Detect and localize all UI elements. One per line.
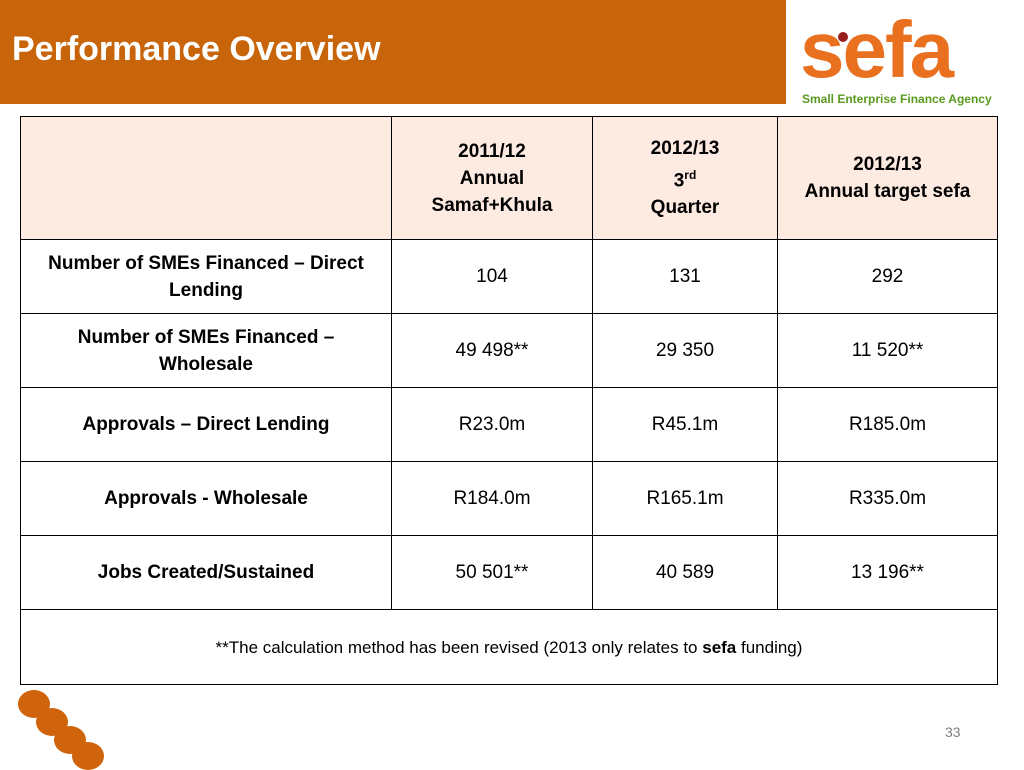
row-label: Approvals – Direct Lending <box>20 387 392 462</box>
table-row: Jobs Created/Sustained 50 501** 40 589 1… <box>20 535 998 610</box>
table-cell: 49 498** <box>391 313 593 388</box>
logo-wordmark: sefa <box>800 5 954 94</box>
table-cell: 50 501** <box>391 535 593 610</box>
table-cell: 11 520** <box>777 313 998 388</box>
footnote: **The calculation method has been revise… <box>20 609 998 685</box>
header-line: 2012/13 <box>650 137 720 159</box>
header-line: Annual target sefa <box>804 181 971 202</box>
header-superscript: rd <box>684 167 697 182</box>
header-line: 2012/13 <box>853 154 922 175</box>
table-cell: R45.1m <box>592 387 778 462</box>
table-row: Number of SMEs Financed – Direct Lending… <box>20 239 998 314</box>
table-cell: R184.0m <box>391 461 593 536</box>
footnote-text: **The calculation method has been revise… <box>215 637 703 657</box>
table-note-row: **The calculation method has been revise… <box>20 609 998 685</box>
table-row: Approvals – Direct Lending R23.0m R45.1m… <box>20 387 998 462</box>
header-empty-cell <box>20 116 392 240</box>
decorative-circles <box>18 688 108 770</box>
header-line: Annual <box>459 167 525 189</box>
sefa-logo: sefa Small Enterprise Finance Agency <box>800 10 1012 108</box>
performance-table: 2011/12 Annual Samaf+Khula 2012/13 3rd Q… <box>20 116 998 685</box>
table-cell: R165.1m <box>592 461 778 536</box>
header-line: Samaf+Khula <box>431 194 553 216</box>
page-title: Performance Overview <box>12 30 381 68</box>
logo-tagline: Small Enterprise Finance Agency <box>802 92 992 106</box>
table-cell: 40 589 <box>592 535 778 610</box>
circle-icon <box>72 742 104 770</box>
footnote-text-end: funding) <box>736 637 803 657</box>
header-cell: 2012/13 3rd Quarter <box>592 116 778 240</box>
header-line: Quarter <box>650 197 720 219</box>
table-cell: R23.0m <box>391 387 593 462</box>
table-cell: 13 196** <box>777 535 998 610</box>
table-cell: 29 350 <box>592 313 778 388</box>
row-label: Number of SMEs Financed – Wholesale <box>20 313 392 388</box>
page-number: 33 <box>945 724 961 740</box>
table-cell: R185.0m <box>777 387 998 462</box>
row-label: Jobs Created/Sustained <box>20 535 392 610</box>
header-cell: 2011/12 Annual Samaf+Khula <box>391 116 593 240</box>
title-bar: Performance Overview <box>0 0 786 104</box>
table-cell: R335.0m <box>777 461 998 536</box>
table-row: Approvals - Wholesale R184.0m R165.1m R3… <box>20 461 998 536</box>
row-label: Approvals - Wholesale <box>20 461 392 536</box>
table-cell: 104 <box>391 239 593 314</box>
header-line: 3 <box>673 170 685 192</box>
table-cell: 131 <box>592 239 778 314</box>
footnote-bold: sefa <box>702 637 737 657</box>
table-row: Number of SMEs Financed – Wholesale 49 4… <box>20 313 998 388</box>
header-cell: 2012/13 Annual target sefa <box>777 116 998 240</box>
table-header-row: 2011/12 Annual Samaf+Khula 2012/13 3rd Q… <box>20 116 998 240</box>
header-line: 2011/12 <box>458 140 526 162</box>
table-cell: 292 <box>777 239 998 314</box>
row-label: Number of SMEs Financed – Direct Lending <box>20 239 392 314</box>
logo-dot-icon <box>838 32 848 42</box>
